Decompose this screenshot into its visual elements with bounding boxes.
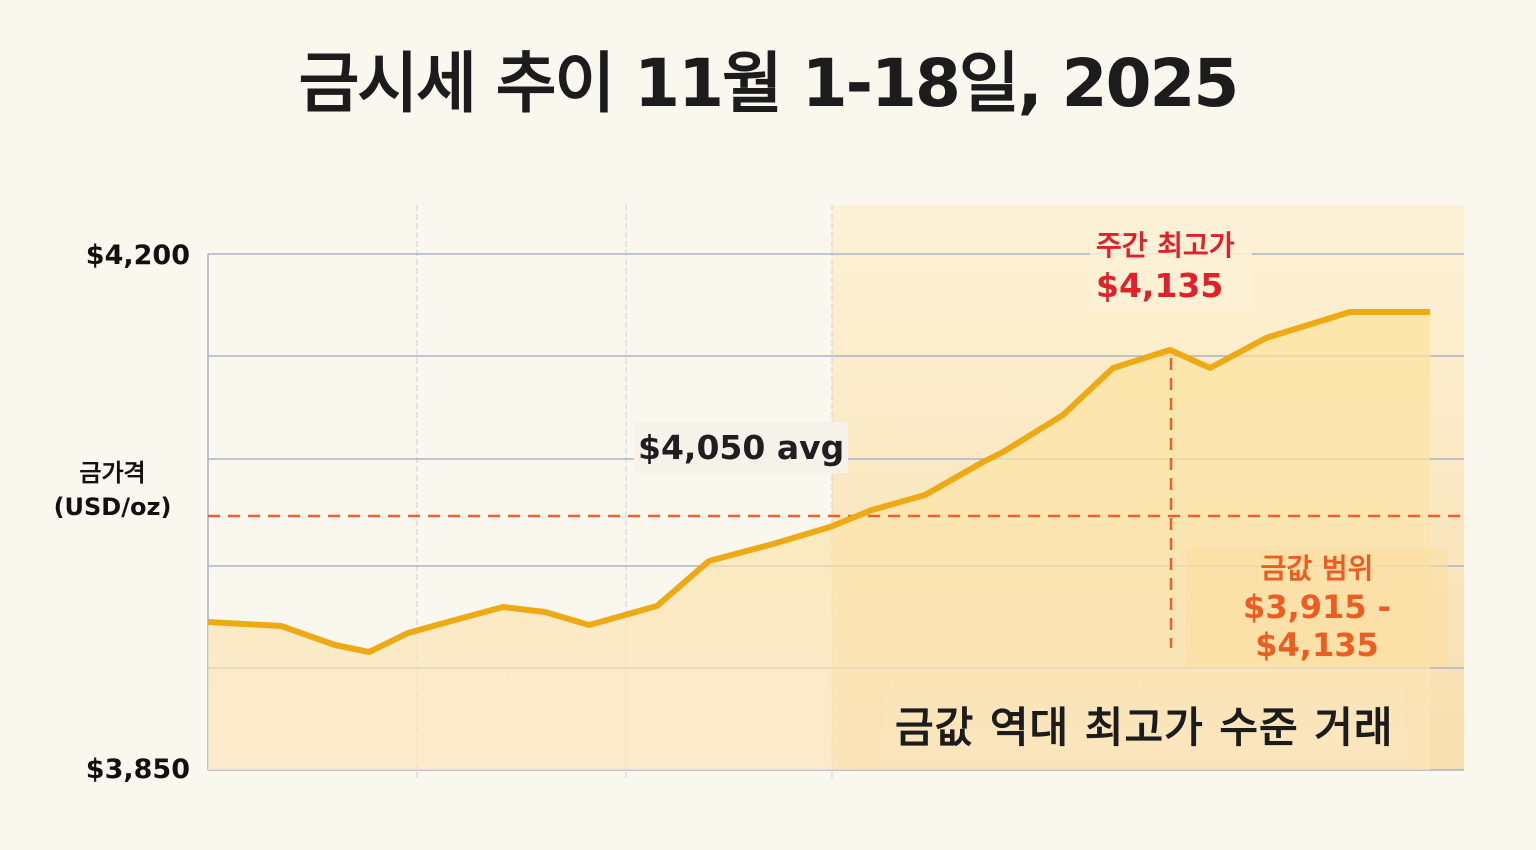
average-annotation: $4,050 avg (634, 422, 849, 473)
chart-title: 금시세 추이 11월 1-18일, 2025 (298, 45, 1240, 122)
price-area (208, 312, 1430, 770)
y-axis-label-line2: (USD/oz) (53, 493, 172, 521)
range-label: 금값 범위 (1260, 552, 1374, 585)
y-tick-bottom: $3,850 (85, 754, 190, 785)
y-tick-top: $4,200 (85, 240, 190, 271)
price-line (207, 309, 1430, 655)
range-annotation: 금값 범위 $3,915 - $4,135 (1186, 548, 1448, 666)
weekly-high-annotation: 주간 최고가 $4,135 (1090, 222, 1252, 310)
weekly-high-value: $4,135 (1096, 266, 1224, 305)
record-note: 금값 역대 최고가 수준 거래 (885, 688, 1404, 761)
weekly-high-label: 주간 최고가 (1096, 229, 1235, 262)
y-axis-label: 금가격 (USD/oz) (30, 456, 195, 524)
range-value: $3,915 - $4,135 (1243, 588, 1391, 664)
y-axis-label-line1: 금가격 (79, 459, 146, 487)
